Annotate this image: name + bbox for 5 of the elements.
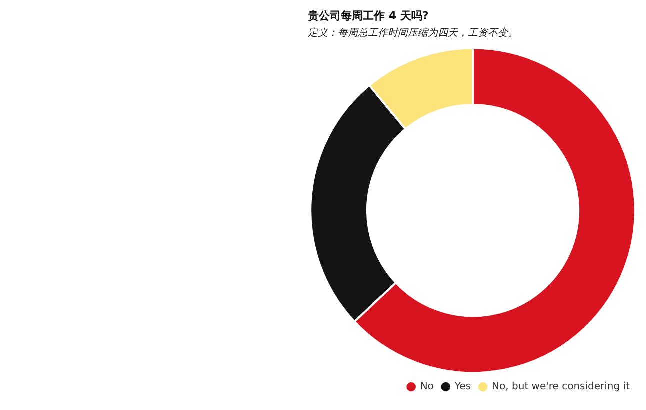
chart-subtitle: 定义：每周总工作时间压缩为四天，工资不变。 <box>307 26 518 39</box>
legend-label: No, but we're considering it <box>492 382 630 393</box>
legend-label: Yes <box>454 382 472 393</box>
legend-label: No <box>420 382 434 393</box>
chart-title: 贵公司每周工作 4 天吗? <box>307 9 429 22</box>
